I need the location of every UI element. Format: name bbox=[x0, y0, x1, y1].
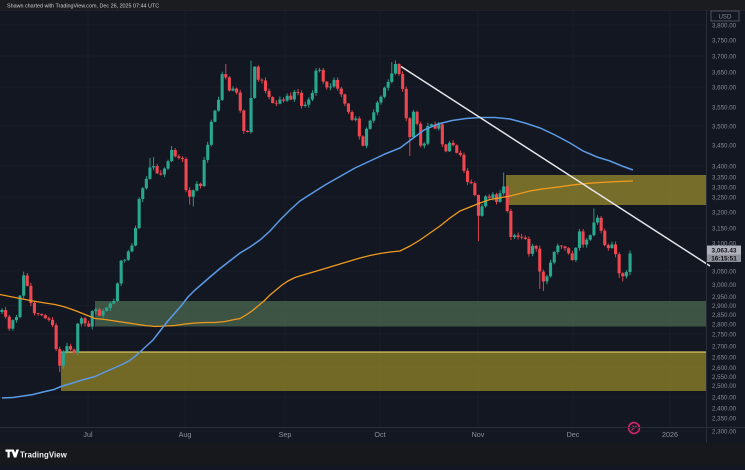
svg-text:3,200.00: 3,200.00 bbox=[712, 209, 737, 216]
svg-text:3,450.00: 3,450.00 bbox=[712, 142, 737, 149]
svg-text:2,700.00: 2,700.00 bbox=[712, 343, 737, 350]
svg-text:2,550.00: 2,550.00 bbox=[712, 374, 737, 381]
svg-text:3,600.00: 3,600.00 bbox=[712, 84, 737, 91]
svg-text:USD: USD bbox=[718, 14, 732, 21]
svg-text:3,300.00: 3,300.00 bbox=[712, 184, 737, 191]
svg-text:Nov: Nov bbox=[472, 430, 485, 439]
svg-text:Oct: Oct bbox=[374, 430, 385, 439]
svg-text:3,000.00: 3,000.00 bbox=[712, 282, 737, 289]
svg-text:2,800.00: 2,800.00 bbox=[712, 321, 737, 328]
svg-text:3,250.00: 3,250.00 bbox=[712, 194, 737, 201]
svg-text:2,650.00: 2,650.00 bbox=[712, 354, 737, 361]
svg-text:2,900.00: 2,900.00 bbox=[712, 303, 737, 310]
svg-text:3,650.00: 3,650.00 bbox=[712, 69, 737, 76]
svg-text:Jul: Jul bbox=[83, 430, 93, 439]
svg-text:3,063.43: 3,063.43 bbox=[712, 248, 737, 255]
svg-text:Shawn charted with TradingView: Shawn charted with TradingView.com, Dec … bbox=[7, 4, 159, 10]
svg-text:3,050.00: 3,050.00 bbox=[712, 268, 737, 275]
svg-text:2,450.00: 2,450.00 bbox=[712, 394, 737, 401]
svg-text:TradingView: TradingView bbox=[20, 451, 68, 460]
svg-text:2,750.00: 2,750.00 bbox=[712, 331, 737, 338]
svg-text:3,500.00: 3,500.00 bbox=[712, 123, 737, 130]
svg-text:16:15:51: 16:15:51 bbox=[711, 256, 737, 263]
svg-text:3,100.00: 3,100.00 bbox=[712, 240, 737, 247]
svg-text:3,700.00: 3,700.00 bbox=[712, 53, 737, 60]
svg-text:3,800.00: 3,800.00 bbox=[712, 22, 737, 29]
svg-text:3,150.00: 3,150.00 bbox=[712, 225, 737, 232]
svg-text:3,750.00: 3,750.00 bbox=[712, 37, 737, 44]
svg-text:2026: 2026 bbox=[662, 430, 678, 439]
svg-text:2,850.00: 2,850.00 bbox=[712, 312, 737, 319]
svg-text:2,500.00: 2,500.00 bbox=[712, 383, 737, 390]
svg-text:2,950.00: 2,950.00 bbox=[712, 294, 737, 301]
svg-text:Sep: Sep bbox=[279, 430, 292, 439]
svg-text:2,400.00: 2,400.00 bbox=[712, 405, 737, 412]
svg-text:2,300.00: 2,300.00 bbox=[712, 428, 737, 435]
svg-text:3,550.00: 3,550.00 bbox=[712, 104, 737, 111]
svg-text:Aug: Aug bbox=[179, 430, 192, 439]
svg-text:3,350.00: 3,350.00 bbox=[712, 174, 737, 181]
svg-text:3,400.00: 3,400.00 bbox=[712, 163, 737, 170]
svg-text:2,600.00: 2,600.00 bbox=[712, 365, 737, 372]
svg-text:2,350.00: 2,350.00 bbox=[712, 415, 737, 422]
svg-text:Dec: Dec bbox=[567, 430, 580, 439]
